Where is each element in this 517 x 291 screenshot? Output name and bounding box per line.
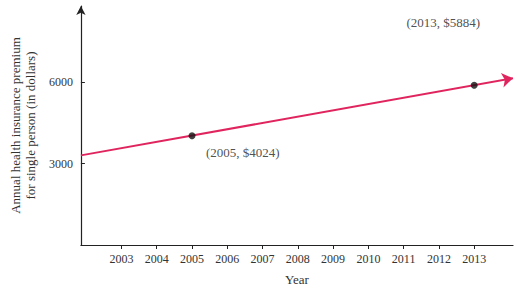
svg-text:2011: 2011 [392, 252, 416, 266]
svg-text:2009: 2009 [321, 252, 345, 266]
svg-text:2007: 2007 [251, 252, 275, 266]
svg-text:2003: 2003 [109, 252, 133, 266]
svg-text:Annual health insurance premiu: Annual health insurance premium [8, 37, 23, 214]
svg-text:2005: 2005 [180, 252, 204, 266]
svg-text:2008: 2008 [286, 252, 310, 266]
svg-text:2013: 2013 [462, 252, 486, 266]
svg-text:(2013, $5884): (2013, $5884) [407, 15, 481, 30]
svg-text:(2005, $4024): (2005, $4024) [206, 145, 280, 160]
svg-text:2012: 2012 [427, 252, 451, 266]
svg-text:2004: 2004 [145, 252, 169, 266]
svg-text:2010: 2010 [356, 252, 380, 266]
svg-text:3000: 3000 [49, 157, 73, 171]
svg-text:6000: 6000 [49, 75, 73, 89]
svg-text:for single person (in dollars): for single person (in dollars) [23, 51, 38, 199]
svg-text:Year: Year [285, 272, 310, 287]
svg-text:2006: 2006 [215, 252, 239, 266]
